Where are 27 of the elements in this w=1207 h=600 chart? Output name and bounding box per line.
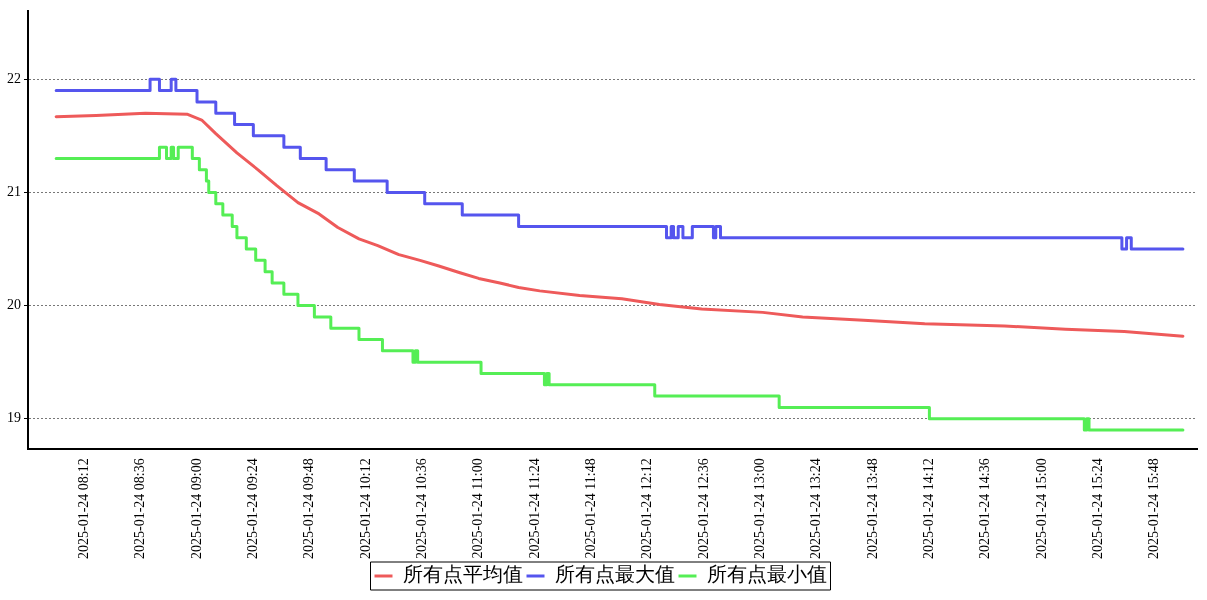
x-tick-label: 2025-01-24 14:36	[977, 458, 993, 559]
x-tick-label: 2025-01-24 11:24	[526, 458, 542, 559]
y-tick-label: 20	[7, 297, 21, 313]
legend-label: 所有点平均值	[402, 563, 523, 586]
x-tick-label: 2025-01-24 09:48	[301, 458, 317, 559]
y-tick-label: 19	[7, 410, 21, 426]
x-tick-label: 2025-01-24 13:24	[808, 458, 824, 559]
x-tick-label: 2025-01-24 15:24	[1090, 458, 1106, 559]
x-tick-label: 2025-01-24 08:36	[132, 458, 148, 559]
x-tick-label: 2025-01-24 10:12	[357, 458, 373, 559]
legend-label: 所有点最大值	[554, 563, 675, 586]
legend-label: 所有点最小值	[706, 563, 827, 586]
x-tick-label: 2025-01-24 09:00	[188, 458, 204, 559]
x-tick-label: 2025-01-24 12:12	[639, 458, 655, 559]
x-tick-label: 2025-01-24 15:48	[1146, 458, 1162, 559]
x-tick-label: 2025-01-24 10:36	[414, 458, 430, 559]
y-tick-label: 21	[7, 184, 21, 200]
x-tick-label: 2025-01-24 09:24	[245, 458, 261, 559]
x-tick-label: 2025-01-24 12:36	[695, 458, 711, 559]
x-tick-label: 2025-01-24 13:00	[752, 458, 768, 559]
y-tick-label: 22	[7, 70, 21, 86]
x-tick-label: 2025-01-24 11:48	[583, 458, 599, 559]
x-tick-label: 2025-01-24 13:48	[864, 458, 880, 559]
x-tick-label: 2025-01-24 14:12	[921, 458, 937, 559]
x-tick-label: 2025-01-24 08:12	[76, 458, 92, 559]
x-tick-label: 2025-01-24 11:00	[470, 458, 486, 559]
x-tick-label: 2025-01-24 15:00	[1033, 458, 1049, 559]
